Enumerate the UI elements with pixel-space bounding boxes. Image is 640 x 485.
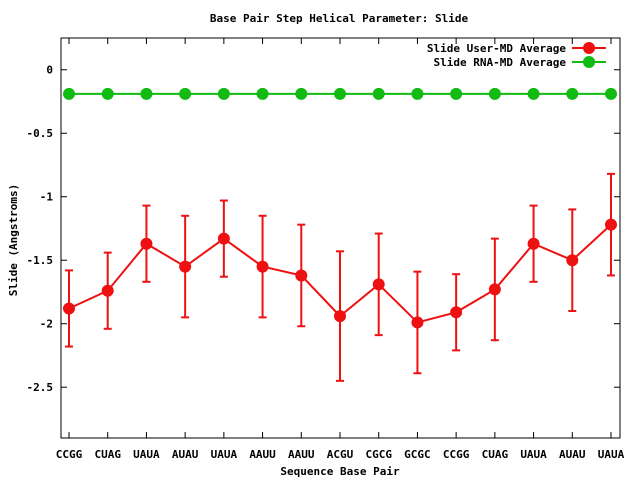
data-point [566,87,579,100]
data-point [527,87,540,100]
data-point [450,87,463,100]
data-point [488,283,501,296]
data-point [411,316,424,329]
data-point [179,87,192,100]
data-point [217,232,230,245]
y-axis-label: Slide (Angstroms) [7,184,20,297]
data-point [566,254,579,267]
x-tick-label: CCGG [56,448,83,461]
x-tick-label: GCGC [404,448,431,461]
data-point [488,87,501,100]
y-tick-label: 0 [46,64,53,77]
data-point [217,87,230,100]
data-point [605,218,617,231]
y-tick-label: -2.5 [27,381,54,394]
y-tick-label: -0.5 [27,127,54,140]
x-tick-label: AAUU [249,448,276,461]
x-tick-label: UAUA [133,448,160,461]
x-tick-label: UAUA [211,448,238,461]
legend-label: Slide RNA-MD Average [434,56,567,69]
series-user-md [63,172,617,382]
chart-title: Base Pair Step Helical Parameter: Slide [210,12,469,25]
x-tick-label: CUAG [94,448,121,461]
plot-area: 0 -0.5 -1 -1.5 -2 -2.5 CCGG CUAG UAUA AUAU UAUA AAU… [27,37,625,461]
data-point [605,87,617,100]
x-tick-label: CCGG [443,448,470,461]
x-tick-label: UAUA [520,448,547,461]
data-point [101,284,114,297]
legend-label: Slide User-MD Average [427,42,566,55]
series-rna-md [63,87,617,100]
data-point [334,87,346,100]
x-tick-label: AUAU [559,448,586,461]
x-tick-label: ACGU [327,448,354,461]
data-point [63,302,75,315]
data-point [101,87,114,100]
x-tick-label: UAUA [598,448,625,461]
x-tick-label: AUAU [172,448,199,461]
data-point [372,278,385,291]
data-point [140,237,153,250]
y-tick-label: -1.5 [27,254,54,267]
x-axis-label: Sequence Base Pair [280,465,400,478]
data-point [256,87,269,100]
data-point [450,306,463,319]
data-point [372,87,385,100]
data-point [295,269,308,282]
data-point [527,237,540,250]
data-point [179,260,192,273]
legend-marker [583,56,595,68]
data-point [411,87,424,100]
data-point [334,310,346,323]
legend-marker [583,42,595,54]
x-tick-label: AAUU [288,448,315,461]
y-tick-label: -2 [40,318,53,331]
data-point [256,260,269,273]
x-tick-label: CUAG [482,448,509,461]
data-point [295,87,308,100]
data-point [63,87,75,100]
y-tick-label: -1 [40,191,54,204]
data-point [140,87,153,100]
x-tick-label: CGCG [365,448,392,461]
